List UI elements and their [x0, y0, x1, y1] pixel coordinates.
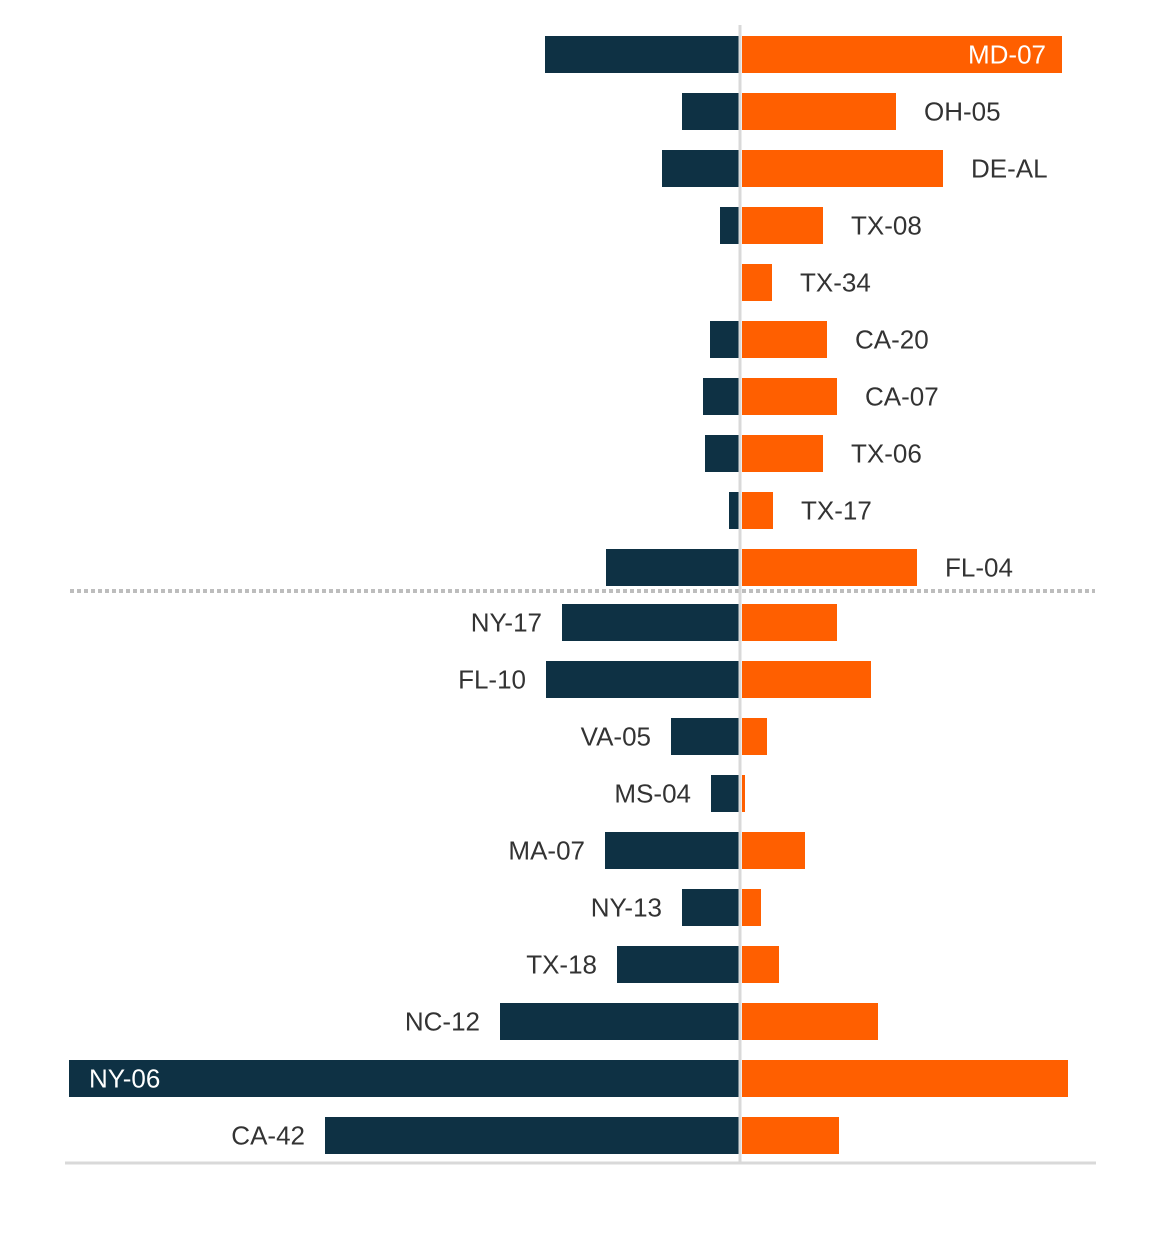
- category-label-ny-17: NY-17: [471, 608, 542, 638]
- bar-left-tx-06: [705, 435, 739, 472]
- bar-right-fl-10: [742, 661, 871, 698]
- category-label-tx-18: TX-18: [526, 950, 597, 980]
- bar-left-ny-13: [682, 889, 739, 926]
- category-label-tx-08: TX-08: [851, 211, 922, 241]
- bar-right-tx-18: [742, 946, 779, 983]
- category-label-de-al: DE-AL: [971, 154, 1048, 184]
- bar-right-ca-20: [742, 321, 827, 358]
- bar-left-ms-04: [711, 775, 739, 812]
- category-label-ny-06: NY-06: [89, 1064, 160, 1094]
- bar-right-fl-04: [742, 549, 917, 586]
- bar-right-tx-17: [742, 492, 773, 529]
- bar-right-tx-08: [742, 207, 823, 244]
- bar-right-ms-04: [742, 775, 745, 812]
- category-label-fl-04: FL-04: [945, 553, 1013, 583]
- bar-left-ma-07: [605, 832, 739, 869]
- bar-left-fl-04: [606, 549, 739, 586]
- bar-left-ca-42: [325, 1117, 739, 1154]
- bar-left-ca-07: [703, 378, 739, 415]
- bar-left-tx-08: [720, 207, 739, 244]
- bar-right-md-07: [742, 36, 1062, 73]
- bar-right-ca-42: [742, 1117, 839, 1154]
- labels-layer: MD-07 OH-05 DE-AL TX-08 TX-34 CA-20 CA-07 TX-06…: [89, 40, 1048, 1151]
- category-label-nc-12: NC-12: [405, 1007, 480, 1037]
- bar-right-va-05: [742, 718, 767, 755]
- bar-left-ca-20: [710, 321, 739, 358]
- category-label-ny-13: NY-13: [591, 893, 662, 923]
- bar-right-ny-13: [742, 889, 761, 926]
- category-label-fl-10: FL-10: [458, 665, 526, 695]
- bar-right-tx-06: [742, 435, 823, 472]
- category-label-va-05: VA-05: [581, 722, 651, 752]
- bar-left-ny-06: [69, 1060, 739, 1097]
- bar-left-md-07: [545, 36, 739, 73]
- category-label-ma-07: MA-07: [508, 836, 585, 866]
- bar-right-ny-06: [742, 1060, 1068, 1097]
- category-label-tx-06: TX-06: [851, 439, 922, 469]
- category-label-ca-07: CA-07: [865, 382, 939, 412]
- bar-right-de-al: [742, 150, 943, 187]
- category-label-oh-05: OH-05: [924, 97, 1001, 127]
- bar-left-tx-18: [617, 946, 739, 983]
- category-label-tx-17: TX-17: [801, 496, 872, 526]
- bar-right-oh-05: [742, 93, 896, 130]
- category-label-ca-20: CA-20: [855, 325, 929, 355]
- bar-left-de-al: [662, 150, 739, 187]
- category-label-ms-04: MS-04: [614, 779, 691, 809]
- bar-left-tx-17: [729, 492, 739, 529]
- category-label-md-07: MD-07: [968, 40, 1046, 70]
- bar-right-nc-12: [742, 1003, 878, 1040]
- bar-right-tx-34: [742, 264, 772, 301]
- category-label-ca-42: CA-42: [231, 1121, 305, 1151]
- bar-left-oh-05: [682, 93, 739, 130]
- bars-layer: [69, 36, 1068, 1154]
- bar-left-fl-10: [546, 661, 739, 698]
- category-label-tx-34: TX-34: [800, 268, 871, 298]
- bar-right-ma-07: [742, 832, 805, 869]
- bar-left-va-05: [671, 718, 739, 755]
- bar-left-ny-17: [562, 604, 739, 641]
- bar-right-ny-17: [742, 604, 837, 641]
- bar-left-nc-12: [500, 1003, 739, 1040]
- bar-right-ca-07: [742, 378, 837, 415]
